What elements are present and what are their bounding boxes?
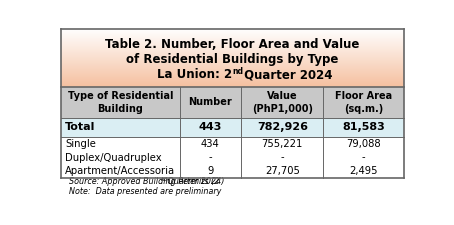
Text: of Residential Buildings by Type: of Residential Buildings by Type	[127, 53, 339, 66]
Text: Quarter 2024): Quarter 2024)	[165, 177, 225, 186]
Text: Value
(PhP1,000): Value (PhP1,000)	[252, 91, 313, 114]
FancyBboxPatch shape	[61, 87, 404, 118]
FancyBboxPatch shape	[61, 118, 404, 137]
Text: La Union: 2: La Union: 2	[157, 68, 232, 81]
Text: Single: Single	[65, 139, 96, 149]
Text: Type of Residential
Building: Type of Residential Building	[68, 91, 173, 114]
Text: nd: nd	[232, 67, 243, 76]
Text: Floor Area
(sq.m.): Floor Area (sq.m.)	[335, 91, 392, 114]
Text: 443: 443	[199, 122, 222, 133]
Text: 782,926: 782,926	[257, 122, 308, 133]
Text: Quarter 2024: Quarter 2024	[240, 68, 332, 81]
Text: -: -	[208, 153, 212, 162]
Text: 9: 9	[207, 166, 213, 176]
Text: 434: 434	[201, 139, 220, 149]
Text: 755,221: 755,221	[262, 139, 303, 149]
Text: 81,583: 81,583	[342, 122, 385, 133]
Text: Source: Approved Building Permits (2: Source: Approved Building Permits (2	[69, 177, 219, 186]
Text: Number: Number	[188, 97, 232, 108]
Text: 79,088: 79,088	[346, 139, 381, 149]
Text: Duplex/Quadruplex: Duplex/Quadruplex	[65, 153, 162, 162]
Text: 2,495: 2,495	[350, 166, 378, 176]
Text: Total: Total	[65, 122, 96, 133]
Text: Note:  Data presented are preliminary: Note: Data presented are preliminary	[69, 187, 222, 196]
Text: Table 2. Number, Floor Area and Value: Table 2. Number, Floor Area and Value	[105, 38, 360, 52]
Text: Apartment/Accessoria: Apartment/Accessoria	[65, 166, 175, 176]
Text: La Union: 2nd Quarter 2024: La Union: 2nd Quarter 2024	[140, 68, 325, 81]
Text: 27,705: 27,705	[265, 166, 300, 176]
Text: nd: nd	[161, 177, 168, 182]
Text: -: -	[281, 153, 284, 162]
Text: -: -	[362, 153, 365, 162]
